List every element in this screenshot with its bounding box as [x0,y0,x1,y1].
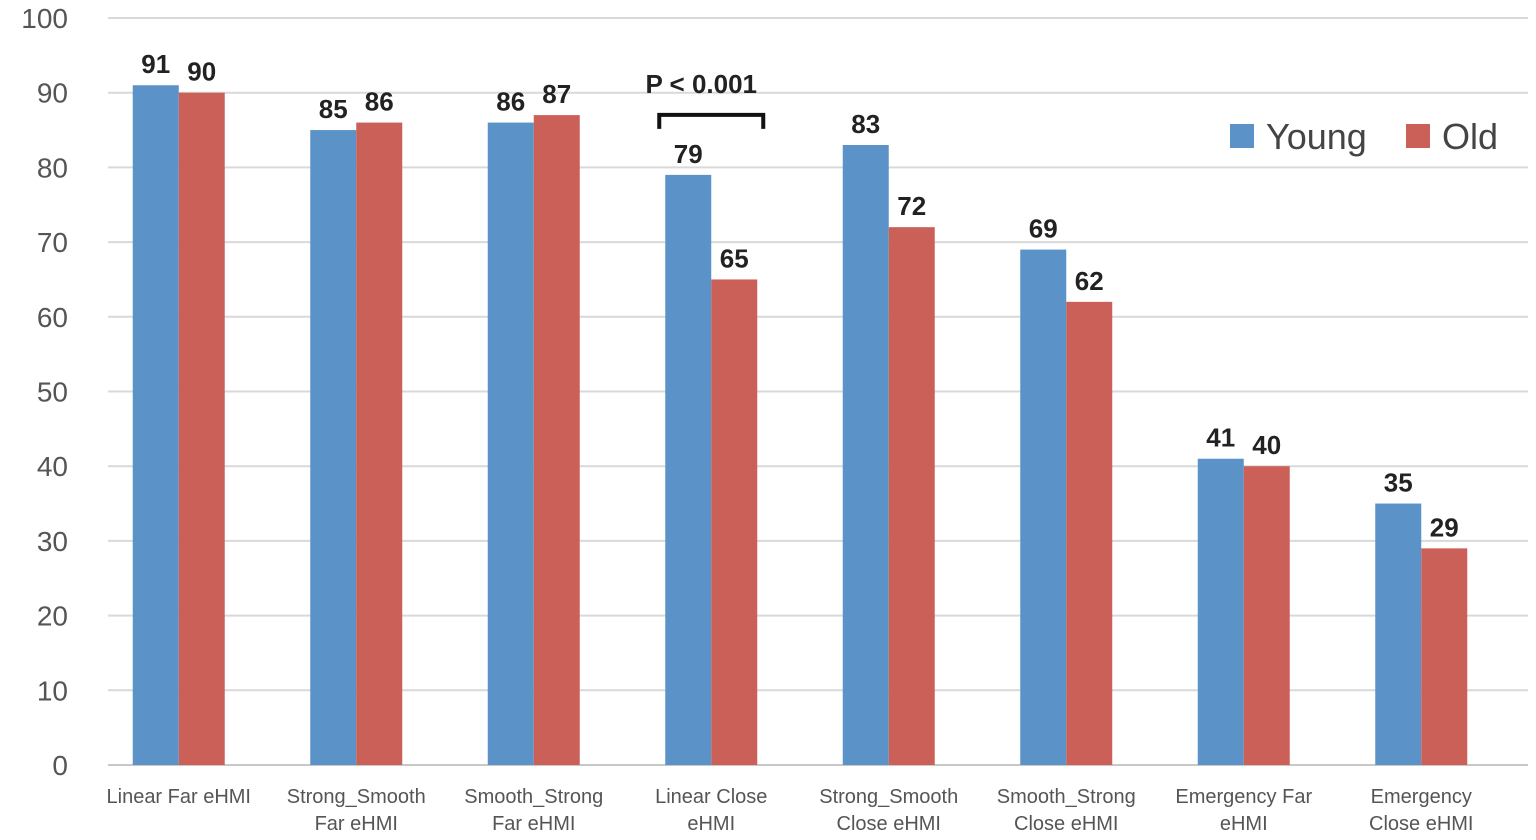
data-label-young-0: 91 [141,49,170,79]
bar-old-0 [178,92,225,765]
data-label-old-7: 29 [1430,512,1459,542]
significance-bracket [657,112,766,129]
x-tick-label: Far eHMI [492,813,575,835]
x-tick-label: eHMI [1220,813,1268,835]
significance-label: P < 0.001 [645,69,757,99]
y-tick-label: 80 [37,152,68,183]
legend-label-young: Young [1266,116,1367,157]
bars [132,85,1468,766]
data-label-young-4: 83 [851,109,880,139]
data-label-old-1: 86 [365,87,394,117]
bar-young-5 [1020,249,1067,765]
x-tick-label: Close eHMI [1369,813,1473,835]
annotations: P < 0.001 [645,69,766,129]
legend-label-old: Old [1442,116,1498,157]
y-tick-label: 10 [37,675,68,706]
bar-old-4 [888,227,935,765]
y-tick-label: 40 [37,451,68,482]
data-label-young-6: 41 [1206,423,1235,453]
y-tick-label: 90 [37,78,68,109]
x-tick-label: Smooth_Strong [464,786,603,808]
bar-old-2 [533,115,580,766]
x-tick-label: Linear Close [655,786,767,808]
legend-swatch-old [1406,124,1430,148]
bar-young-0 [132,85,179,766]
y-tick-label: 100 [21,3,68,34]
data-label-young-2: 86 [496,87,525,117]
bar-young-3 [665,174,712,765]
bar-old-7 [1421,548,1468,765]
x-axis: Linear Far eHMI Strong_Smooth Far eHMI Smoo… [107,786,1474,835]
y-tick-label: 60 [37,302,68,333]
data-label-old-6: 40 [1252,430,1281,460]
bar-old-6 [1243,466,1290,765]
legend-swatch-young [1230,124,1254,148]
bar-old-1 [356,122,403,765]
data-label-young-1: 85 [319,94,348,124]
x-tick-label: Close eHMI [837,813,941,835]
y-tick-label: 20 [37,601,68,632]
x-tick-label: Strong_Smooth [287,786,426,808]
x-tick-label: Linear Far eHMI [107,786,252,808]
bar-young-6 [1197,458,1244,765]
data-label-young-3: 79 [674,139,703,169]
x-tick-label: Emergency [1371,786,1472,808]
x-tick-label: Close eHMI [1014,813,1118,835]
x-tick-label: Far eHMI [315,813,398,835]
data-label-young-5: 69 [1029,214,1058,244]
bar-old-3 [711,279,758,765]
data-label-old-2: 87 [542,79,571,109]
x-tick-label: Emergency Far [1175,786,1312,808]
bar-young-4 [842,144,889,766]
legend: Young Old [1230,116,1498,157]
data-labels: 91 90 85 86 86 87 79 65 83 72 69 62 41 40 35 29 [141,49,1458,542]
data-label-old-4: 72 [897,191,926,221]
y-tick-label: 30 [37,526,68,557]
data-label-old-0: 90 [187,57,216,87]
y-tick-label: 50 [37,377,68,408]
data-label-old-3: 65 [720,243,749,273]
bar-old-5 [1066,301,1113,765]
bar-young-1 [310,130,357,766]
x-tick-label: eHMI [687,813,735,835]
bar-young-2 [487,122,534,765]
data-label-old-5: 62 [1075,266,1104,296]
x-tick-label: Strong_Smooth [819,786,958,808]
y-axis: 0 10 20 30 40 50 60 70 80 90 100 [21,3,1528,781]
data-label-young-7: 35 [1384,468,1413,498]
bar-young-7 [1375,503,1422,765]
y-tick-label: 70 [37,227,68,258]
y-tick-label: 0 [52,750,68,781]
x-tick-label: Smooth_Strong [997,786,1136,808]
